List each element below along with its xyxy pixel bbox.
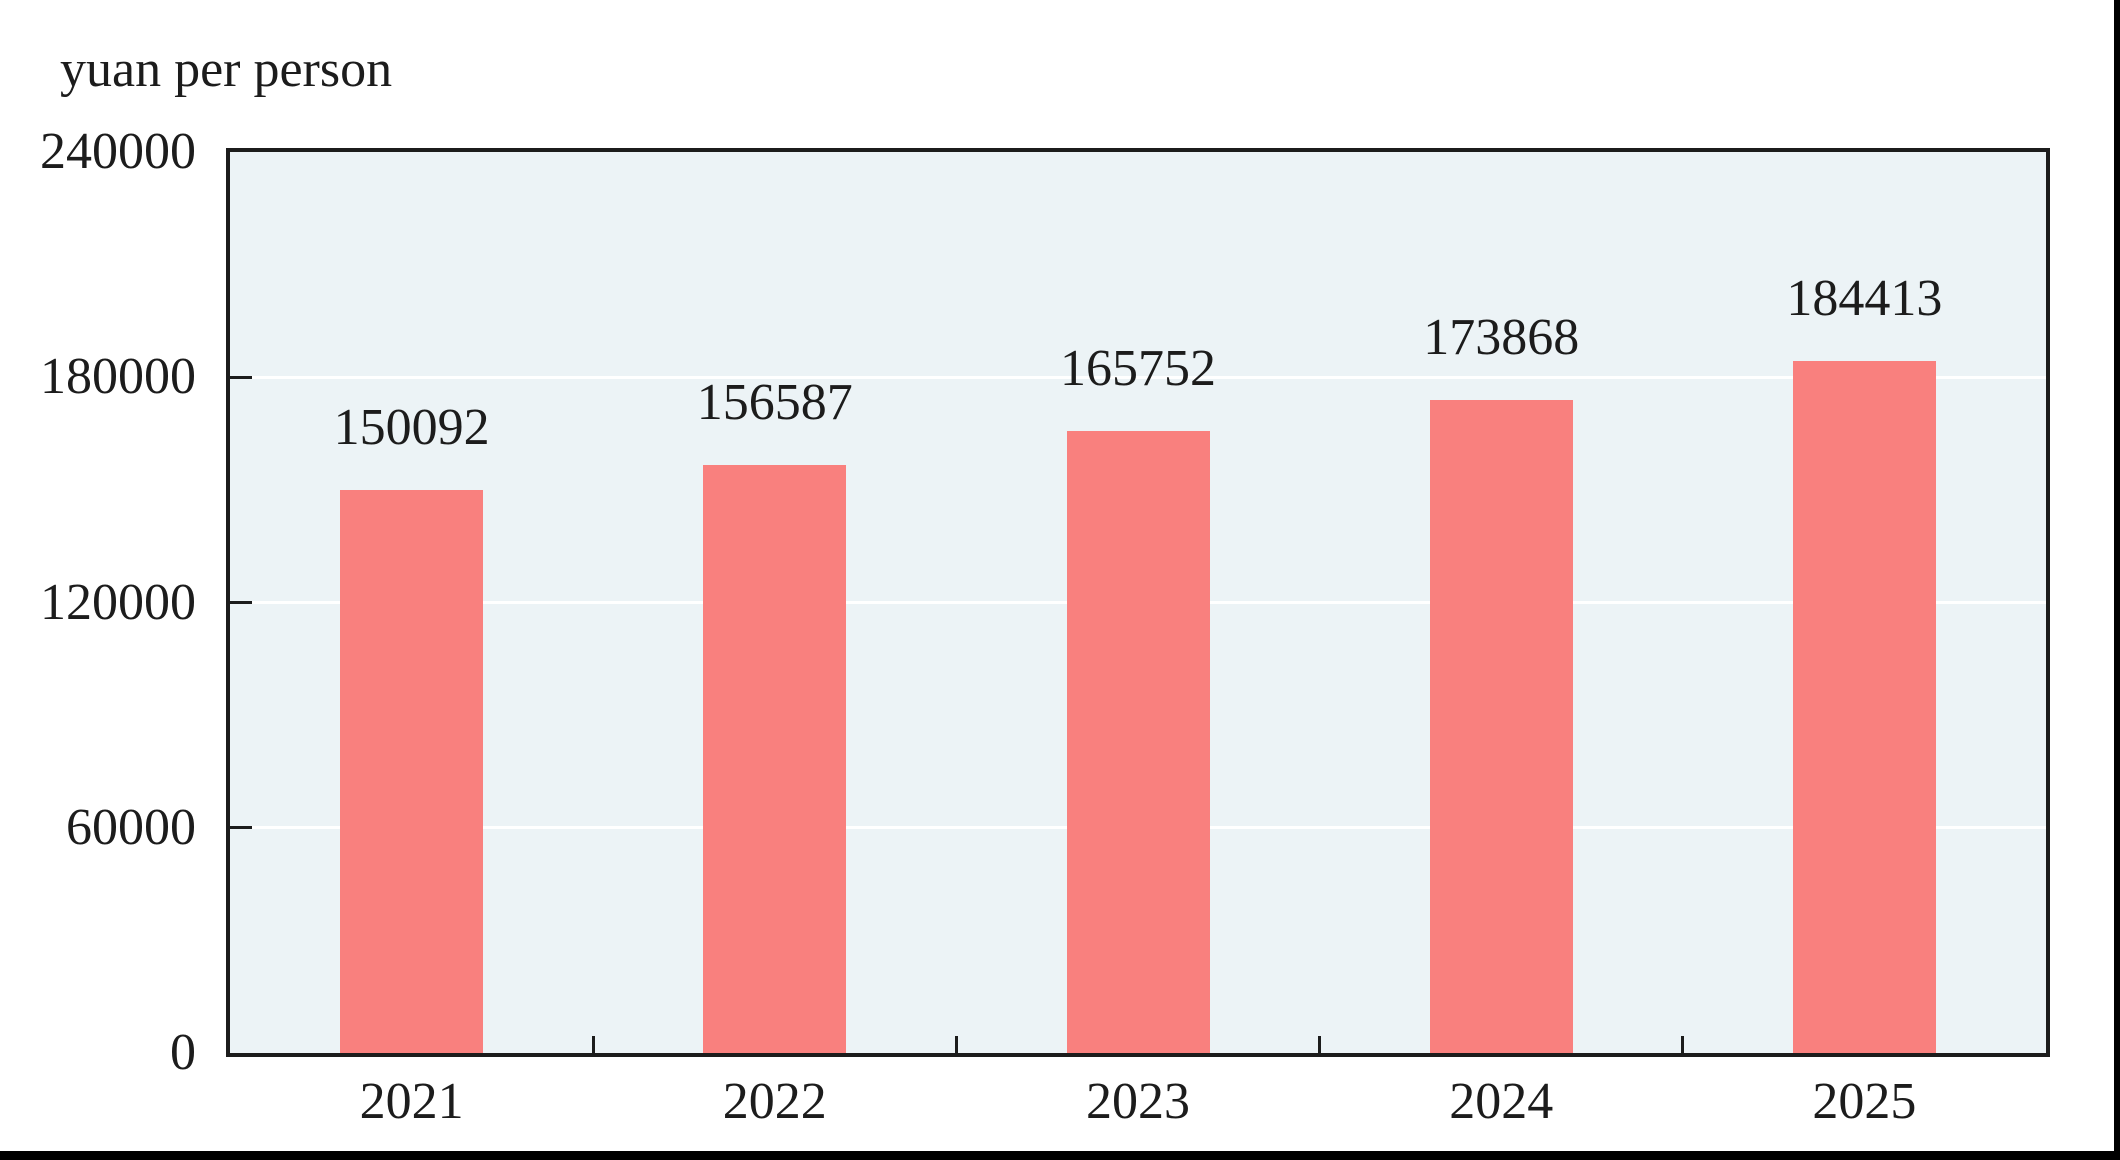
bar-value-label-2024: 173868: [1423, 309, 1580, 367]
y-axis-tick-mark-120000: [230, 601, 252, 604]
x-axis-label-2025: 2025: [1812, 1073, 1917, 1130]
y-axis-label-120000: 120000: [40, 573, 196, 631]
x-axis-tick-mark-3: [1318, 1036, 1322, 1053]
y-axis-label-180000: 180000: [40, 348, 196, 406]
x-axis-label-2024: 2024: [1449, 1073, 1554, 1130]
x-axis-label-2023: 2023: [1086, 1073, 1190, 1130]
bar-2022: [703, 465, 847, 1053]
y-axis-label-240000: 240000: [40, 123, 196, 180]
x-axis-label-2022: 2022: [722, 1073, 827, 1130]
x-axis-tick-mark-1: [591, 1036, 595, 1053]
x-axis-tick-mark-4: [1681, 1036, 1685, 1053]
gridline-y-180000: [230, 375, 2046, 379]
y-axis-unit-label: yuan per person: [60, 41, 393, 98]
bar-value-label-2021: 150092: [333, 398, 490, 456]
bar-value-label-2025: 184413: [1786, 269, 1943, 327]
bar-2021: [340, 489, 484, 1053]
bar-2024: [1429, 400, 1573, 1053]
y-axis-tick-mark-180000: [230, 375, 252, 379]
plot-area: 150092 156587 165752 173868 184413: [226, 148, 2050, 1057]
x-axis-label-2021: 2021: [359, 1073, 464, 1130]
y-axis-tick-mark-60000: [230, 826, 252, 830]
y-axis-label-0: 0: [170, 1024, 196, 1081]
bar-value-label-2022: 156587: [696, 374, 853, 432]
y-axis-label-60000: 60000: [66, 798, 196, 856]
bar-2025: [1792, 360, 1936, 1053]
bar-value-label-2023: 165752: [1060, 339, 1216, 397]
x-axis-tick-mark-2: [954, 1036, 958, 1053]
bar-2023: [1066, 430, 1210, 1053]
